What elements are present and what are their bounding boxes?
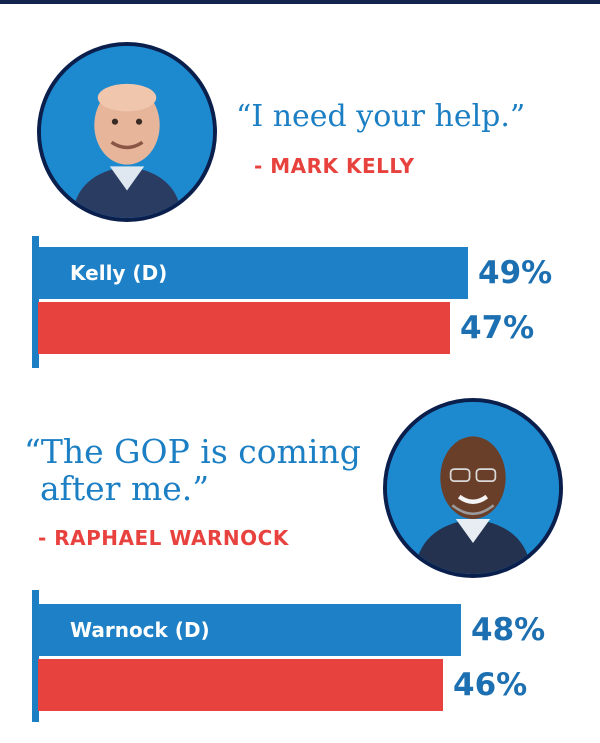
bar-category-label: Kelly (D) bbox=[70, 261, 168, 285]
bar-category-label: Warnock (D) bbox=[70, 618, 210, 642]
warnock-quote: “The GOP is coming after me.” bbox=[24, 432, 361, 508]
portrait-icon bbox=[387, 402, 559, 574]
warnock-quote-line1: “The GOP is coming bbox=[24, 432, 361, 471]
rep-bar bbox=[38, 659, 443, 711]
chart-axis bbox=[32, 236, 39, 368]
bar-value-label: 49% bbox=[478, 255, 553, 291]
kelly-attribution: - MARK KELLY bbox=[254, 154, 415, 178]
rep-bar bbox=[38, 302, 450, 354]
portrait-icon bbox=[41, 46, 213, 218]
bar-value-label: 48% bbox=[471, 612, 546, 648]
dem-bar bbox=[38, 247, 468, 299]
kelly-quote: “I need your help.” bbox=[236, 99, 526, 134]
raphael-warnock-avatar bbox=[383, 398, 563, 578]
warnock-attribution: - RAPHAEL WARNOCK bbox=[38, 526, 289, 550]
top-border bbox=[0, 0, 600, 4]
bar-value-label: 46% bbox=[453, 667, 528, 703]
dem-bar bbox=[38, 604, 461, 656]
bar-value-label: 47% bbox=[460, 310, 535, 346]
mark-kelly-avatar bbox=[37, 42, 217, 222]
chart-axis bbox=[32, 590, 39, 722]
warnock-quote-line2: after me.” bbox=[40, 468, 210, 508]
